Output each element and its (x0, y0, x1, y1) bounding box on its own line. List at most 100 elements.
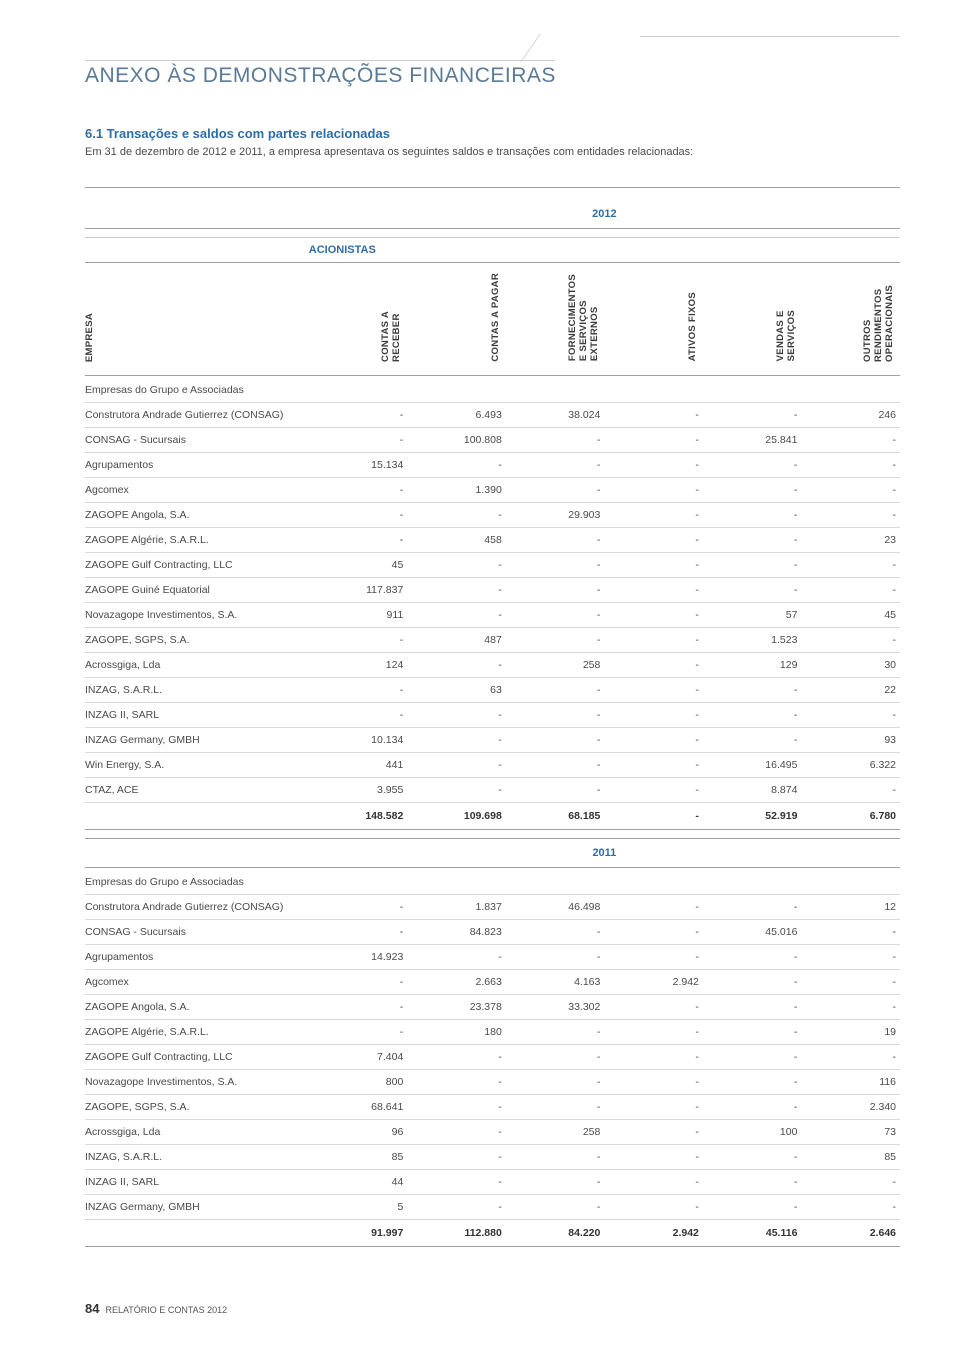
cell: - (506, 752, 605, 777)
row-label: INZAG II, SARL (85, 1169, 309, 1194)
cell: - (506, 1194, 605, 1219)
cell: 84.823 (407, 919, 506, 944)
cell: - (506, 1044, 605, 1069)
cell: - (309, 969, 408, 994)
cell: - (703, 1044, 802, 1069)
cell: - (407, 1194, 506, 1219)
cell: 1.390 (407, 477, 506, 502)
cell: - (703, 402, 802, 427)
cell: - (801, 1044, 900, 1069)
cell: 96 (309, 1119, 408, 1144)
cell: - (506, 702, 605, 727)
cell: 12 (801, 894, 900, 919)
cell: - (309, 502, 408, 527)
cell: - (506, 1144, 605, 1169)
group-label: Empresas do Grupo e Associadas (85, 867, 309, 894)
cell: - (506, 777, 605, 802)
cell: 6.493 (407, 402, 506, 427)
row-label: ZAGOPE Angola, S.A. (85, 994, 309, 1019)
section-title: 6.1 Transações e saldos com partes relac… (85, 126, 900, 141)
cell: - (407, 552, 506, 577)
cell: - (604, 677, 703, 702)
cell: 7.404 (309, 1044, 408, 1069)
cell: - (604, 727, 703, 752)
cell: - (604, 894, 703, 919)
cell: - (604, 527, 703, 552)
cell: - (604, 1144, 703, 1169)
cell: - (309, 894, 408, 919)
cell: - (801, 627, 900, 652)
row-label: Win Energy, S.A. (85, 752, 309, 777)
cell: 129 (703, 652, 802, 677)
footer: 84 RELATÓRIO E CONTAS 2012 (85, 1301, 900, 1316)
cell: 38.024 (506, 402, 605, 427)
row-label: ZAGOPE Angola, S.A. (85, 502, 309, 527)
row-label: CONSAG - Sucursais (85, 427, 309, 452)
cell: 100 (703, 1119, 802, 1144)
page-number: 84 (85, 1301, 99, 1316)
cell: 100.808 (407, 427, 506, 452)
transactions-table: 2012 ACIONISTAS EMPRESA CONTAS A RECEBER… (85, 187, 900, 1247)
cell: 8.874 (703, 777, 802, 802)
table-row: CONSAG - Sucursais-100.808--25.841- (85, 427, 900, 452)
row-label: ZAGOPE Algérie, S.A.R.L. (85, 527, 309, 552)
cell: - (407, 944, 506, 969)
cell: 45.016 (703, 919, 802, 944)
section-desc: Em 31 de dezembro de 2012 e 2011, a empr… (85, 145, 900, 161)
table-row: ZAGOPE, SGPS, S.A.-487--1.523- (85, 627, 900, 652)
table-row: ZAGOPE Angola, S.A.-23.37833.302--- (85, 994, 900, 1019)
cell: - (506, 919, 605, 944)
cell: - (309, 527, 408, 552)
row-label: CTAZ, ACE (85, 777, 309, 802)
total-cell: 52.919 (703, 802, 802, 829)
cell: - (604, 777, 703, 802)
year-2012: 2012 (309, 200, 900, 229)
cell: - (703, 1144, 802, 1169)
row-label: ZAGOPE Gulf Contracting, LLC (85, 1044, 309, 1069)
cell: - (703, 1094, 802, 1119)
cell: - (703, 577, 802, 602)
col-c3: FORNECIMENTOS E SERVIÇOS EXTERNOS (568, 274, 601, 361)
table-row: INZAG Germany, GMBH5----- (85, 1194, 900, 1219)
cell: - (309, 402, 408, 427)
cell: - (506, 552, 605, 577)
cell: - (801, 1194, 900, 1219)
cell: 6.322 (801, 752, 900, 777)
row-label: ZAGOPE, SGPS, S.A. (85, 1094, 309, 1119)
col-c1: CONTAS A RECEBER (381, 311, 403, 362)
row-label: Agcomex (85, 969, 309, 994)
cell: - (407, 1144, 506, 1169)
total-cell: 109.698 (407, 802, 506, 829)
cell: 258 (506, 652, 605, 677)
footer-text: RELATÓRIO E CONTAS 2012 (105, 1305, 227, 1315)
row-label: INZAG, S.A.R.L. (85, 1144, 309, 1169)
cell: - (703, 702, 802, 727)
cell: - (604, 1044, 703, 1069)
cell: - (604, 919, 703, 944)
year-2011: 2011 (309, 838, 900, 867)
total-cell: 112.880 (407, 1219, 506, 1246)
cell: - (703, 477, 802, 502)
cell: - (801, 502, 900, 527)
cell: - (604, 1094, 703, 1119)
cell: - (407, 652, 506, 677)
cell: - (801, 452, 900, 477)
cell: 68.641 (309, 1094, 408, 1119)
cell: - (604, 502, 703, 527)
cell: - (801, 777, 900, 802)
cell: - (801, 552, 900, 577)
cell: - (604, 994, 703, 1019)
cell: - (604, 1194, 703, 1219)
total-cell: 2.646 (801, 1219, 900, 1246)
row-label: INZAG II, SARL (85, 702, 309, 727)
cell: - (604, 427, 703, 452)
total-cell: 2.942 (604, 1219, 703, 1246)
cell: - (703, 1019, 802, 1044)
table-row: Agrupamentos14.923----- (85, 944, 900, 969)
cell: 23.378 (407, 994, 506, 1019)
cell: 441 (309, 752, 408, 777)
cell: 19 (801, 1019, 900, 1044)
cell: - (604, 752, 703, 777)
cell: - (506, 1169, 605, 1194)
total-cell: 68.185 (506, 802, 605, 829)
